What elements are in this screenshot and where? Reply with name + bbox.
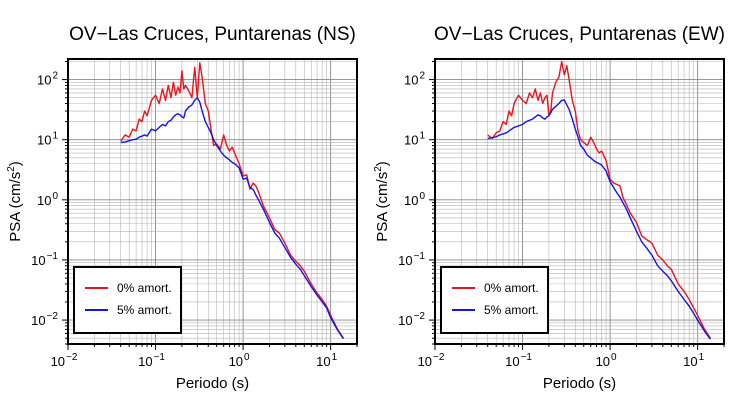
y-axis-label: PSA (cm/s2) [6,161,24,242]
series-line-undamped [487,60,711,339]
x-tick-label: 101 [316,352,337,369]
plot-frame [67,58,358,345]
y-tick-label: 100 [37,191,58,208]
legend: 0% amort. 5% amort. [73,266,182,334]
series-line-damped [487,99,711,340]
chart-title: OV−Las Cruces, Puntarenas (EW) [434,24,725,45]
legend-label: 5% amort. [484,303,539,317]
x-tick-label: 100 [596,352,617,369]
grid-lines [434,59,725,345]
chart-title: OV−Las Cruces, Puntarenas (NS) [69,24,356,45]
legend-label: 0% amort. [484,281,539,295]
legend-label: 0% amort. [117,281,172,295]
x-tick-label: 100 [229,352,250,369]
y-tick-label: 102 [404,71,425,88]
legend: 0% amort. 5% amort. [440,266,549,334]
legend-label: 5% amort. [117,303,172,317]
plot-frame [434,58,725,345]
legend-box [440,266,549,334]
y-tick-label: 10−2 [398,311,425,328]
y-tick-label: 10−2 [31,311,58,328]
y-tick-label: 100 [404,191,425,208]
x-axis-label: Periodo (s) [176,375,249,392]
x-tick-label: 10−2 [418,352,445,369]
y-tick-label: 10−1 [31,251,58,268]
y-tick-label: 101 [404,131,425,148]
x-tick-label: 10−1 [138,352,165,369]
x-axis-label: Periodo (s) [543,375,616,392]
y-tick-label: 101 [37,131,58,148]
x-tick-label: 10−2 [51,352,78,369]
legend-box [73,266,182,334]
x-tick-label: 10−1 [505,352,532,369]
chart-panel-1: OV−Las Cruces, Puntarenas (NS) 10−2 10−1 10… [6,24,358,392]
y-tick-label: 102 [37,71,58,88]
series-line-damped [120,96,344,340]
chart-panel-2: OV−Las Cruces, Puntarenas (EW) 10−2 10−1 10… [373,24,725,392]
y-tick-label: 10−1 [398,251,425,268]
x-tick-label: 101 [683,352,704,369]
series-line-undamped [120,62,344,339]
y-axis-label: PSA (cm/s2) [373,161,391,242]
